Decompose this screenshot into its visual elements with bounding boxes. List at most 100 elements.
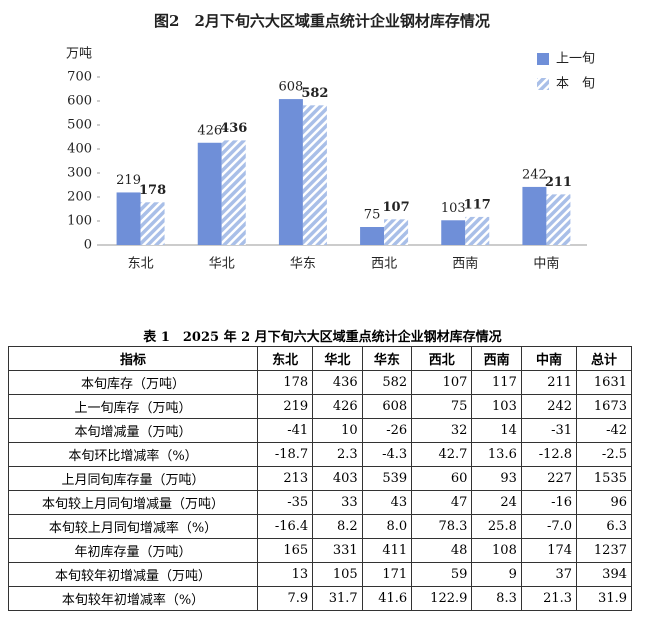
row-label: 本旬较上月同旬增减量（万吨） [7, 490, 259, 515]
bar [360, 227, 385, 245]
value-cell: 93 [471, 466, 522, 491]
value-cell: 8.0 [361, 514, 413, 539]
y-tick-label: 300 [67, 166, 92, 181]
value-cell: 174 [520, 538, 578, 563]
value-cell: 165 [257, 538, 314, 563]
bar [546, 194, 571, 245]
x-tick-label: 西北 [371, 257, 397, 272]
value-cell: -2.5 [576, 442, 632, 467]
value-cell: 122.9 [411, 586, 473, 611]
data-label: 219 [116, 173, 141, 188]
bar [278, 99, 303, 245]
value-cell: 103 [471, 394, 522, 419]
value-cell: 10 [312, 418, 363, 443]
row-label: 上月同旬库存量（万吨） [7, 466, 259, 491]
bar [116, 192, 141, 245]
value-cell: 8.2 [312, 514, 363, 539]
value-cell: 9 [471, 562, 522, 587]
value-cell: 117 [471, 370, 522, 395]
value-cell: -4.3 [361, 442, 413, 467]
data-label: 242 [522, 167, 547, 182]
header-cell: 华东 [361, 346, 413, 371]
row-label: 本旬库存（万吨） [7, 370, 259, 395]
y-tick-label: 200 [67, 190, 92, 205]
value-cell: 32 [411, 418, 473, 443]
value-cell: 21.3 [520, 586, 578, 611]
data-label: 436 [220, 121, 247, 136]
x-tick-label: 华东 [290, 257, 316, 272]
value-cell: 426 [312, 394, 363, 419]
legend-swatch [537, 78, 549, 90]
table-row: 本旬较年初增减率（%） 7.9 31.7 41.6 122.9 8.3 21.3 31.9 [7, 586, 632, 611]
value-cell: 242 [520, 394, 578, 419]
value-cell: -42 [576, 418, 632, 443]
value-cell: 41.6 [361, 586, 413, 611]
data-label: 608 [279, 80, 304, 95]
value-cell: 219 [257, 394, 314, 419]
y-tick-label: 100 [67, 214, 92, 229]
value-cell: 43 [361, 490, 413, 515]
row-label: 本旬较上月同旬增减率（%） [7, 514, 259, 539]
value-cell: 107 [411, 370, 473, 395]
value-cell: 59 [411, 562, 473, 587]
value-cell: 108 [471, 538, 522, 563]
data-label: 75 [364, 208, 381, 223]
value-cell: 227 [520, 466, 578, 491]
chart: 图2 2月下旬六大区域重点统计企业钢材库存情况 万吨 0 100 200 300 400… [66, 12, 595, 272]
value-cell: 14 [471, 418, 522, 443]
value-cell: 1673 [576, 394, 632, 419]
table-row: 本旬增减量（万吨） -41 10 -26 32 14 -31 -42 [7, 418, 632, 443]
value-cell: 37 [520, 562, 578, 587]
table-row: 上一旬库存（万吨） 219 426 608 75 103 242 1673 [7, 394, 632, 419]
bar [384, 219, 409, 245]
row-label: 本旬较年初增减量（万吨） [7, 562, 259, 587]
value-cell: -16 [520, 490, 578, 515]
value-cell: 539 [361, 466, 413, 491]
data-label: 117 [464, 197, 491, 212]
data-label: 107 [383, 200, 410, 215]
value-cell: 105 [312, 562, 363, 587]
x-tick-label: 中南 [533, 256, 559, 272]
y-tick-label: 0 [84, 238, 92, 253]
header-cell: 中南 [520, 346, 578, 371]
value-cell: -16.4 [257, 514, 314, 539]
table-row: 本旬较上月同旬增减量（万吨） -35 33 43 47 24 -16 96 [7, 490, 632, 515]
row-label: 年初库存量（万吨） [7, 538, 259, 563]
table-row: 本旬较上月同旬增减率（%） -16.4 8.2 8.0 78.3 25.8 -7.0 6.3 [7, 514, 632, 539]
value-cell: -26 [361, 418, 413, 443]
table-row: 本旬库存（万吨） 178 436 582 107 117 211 1631 [7, 370, 632, 395]
value-cell: -12.8 [520, 442, 578, 467]
legend-label: 上一旬 [556, 52, 595, 67]
x-tick-label: 西南 [452, 256, 478, 272]
header-cell: 西南 [471, 346, 522, 371]
value-cell: 608 [361, 394, 413, 419]
y-tick-label: 500 [67, 118, 92, 133]
value-cell: 31.9 [576, 586, 632, 611]
value-cell: 13 [257, 562, 314, 587]
value-cell: 171 [361, 562, 413, 587]
value-cell: 331 [312, 538, 363, 563]
value-cell: 394 [576, 562, 632, 587]
header-cell: 东北 [257, 346, 314, 371]
chart-title: 图2 2月下旬六大区域重点统计企业钢材库存情况 [154, 12, 490, 30]
row-label: 本旬增减量（万吨） [7, 418, 259, 443]
header-cell: 华北 [312, 346, 363, 371]
data-label: 211 [545, 175, 572, 190]
table-title: 表 1 2025 年 2 月下旬六大区域重点统计企业钢材库存情况 [143, 330, 502, 345]
x-tick-label: 华北 [209, 257, 235, 272]
table-row: 年初库存量（万吨） 165 331 411 48 108 174 1237 [7, 538, 632, 563]
value-cell: 2.3 [312, 442, 363, 467]
bar [302, 105, 327, 245]
data-label: 582 [301, 86, 328, 101]
table-row: 上月同旬库存量（万吨） 213 403 539 60 93 227 1535 [7, 466, 632, 491]
value-cell: -41 [257, 418, 314, 443]
value-cell: -35 [257, 490, 314, 515]
y-axis-label: 万吨 [66, 47, 92, 62]
bar [140, 202, 165, 245]
value-cell: -31 [520, 418, 578, 443]
value-cell: 48 [411, 538, 473, 563]
table-row: 本旬环比增减率（%） -18.7 2.3 -4.3 42.7 13.6 -12.8 -2.5 [7, 442, 632, 467]
table-row: 本旬较年初增减量（万吨） 13 105 171 59 9 37 394 [7, 562, 632, 587]
value-cell: 6.3 [576, 514, 632, 539]
